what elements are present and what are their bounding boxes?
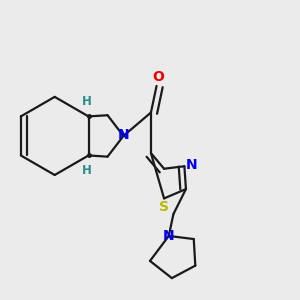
Text: N: N: [118, 128, 129, 142]
Text: N: N: [185, 158, 197, 172]
Text: N: N: [163, 229, 175, 243]
Text: H: H: [82, 95, 92, 108]
Text: H: H: [82, 164, 92, 177]
Text: S: S: [159, 200, 169, 214]
Text: O: O: [152, 70, 164, 84]
